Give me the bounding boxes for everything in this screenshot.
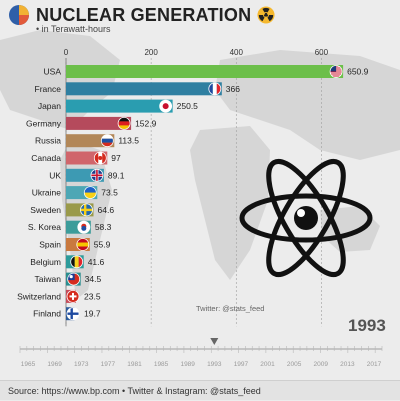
timeline-year-label: 1981: [127, 361, 142, 368]
timeline-year-label: 1977: [101, 361, 116, 368]
flag-sweden-icon: [80, 203, 93, 217]
flag-canada-icon: [93, 151, 107, 165]
year-timeline[interactable]: 1965 1969 1973 1977 1981 1985 1989 1993 1997 2001…: [0, 336, 400, 376]
twitter-watermark: Twitter: @stats_feed: [196, 304, 265, 313]
chart-title: NUCLEAR GENERATION: [36, 5, 252, 25]
value-label: 250.5: [177, 101, 199, 111]
x-tick-label: 200: [144, 48, 158, 57]
timeline-handle[interactable]: [210, 338, 219, 345]
atom-icon: [239, 158, 373, 278]
pie-chart-logo-icon: [9, 5, 29, 25]
category-label: S. Korea: [28, 222, 61, 232]
flag-france-icon: [208, 82, 222, 96]
category-label: Japan: [38, 101, 61, 111]
timeline-year-label: 1965: [21, 361, 36, 368]
flag-russia-icon: [100, 134, 114, 148]
flag-usa-icon: [329, 65, 343, 78]
value-label: 58.3: [95, 222, 112, 232]
category-label: Ukraine: [32, 188, 62, 198]
timeline-year-label: 1973: [74, 361, 89, 368]
flag-switzerland-icon: [66, 289, 80, 303]
category-label: Russia: [35, 136, 61, 146]
value-label: 97: [111, 153, 121, 163]
value-label: 113.5: [118, 136, 139, 146]
bar-japan: [66, 99, 173, 113]
value-label: 64.6: [98, 205, 115, 215]
bar-france: [66, 82, 222, 96]
value-label: 19.7: [84, 309, 101, 319]
value-label: 89.1: [108, 170, 125, 180]
value-label: 55.9: [94, 240, 111, 250]
bar-germany: [66, 116, 132, 130]
timeline-year-label: 1997: [234, 361, 249, 368]
x-tick-label: 600: [315, 48, 329, 57]
radiation-icon: [257, 6, 275, 24]
category-label: Switzerland: [17, 291, 61, 301]
timeline-year-label: 1993: [207, 361, 222, 368]
category-label: Belgium: [30, 257, 61, 267]
flag-s-korea-icon: [77, 220, 91, 234]
flag-spain-icon: [76, 238, 90, 251]
category-label: Sweden: [30, 205, 61, 215]
category-label: Taiwan: [35, 274, 62, 284]
timeline-year-label: 2005: [287, 361, 302, 368]
bar-usa: [66, 65, 344, 78]
category-label: Canada: [31, 153, 61, 163]
flag-belgium-icon: [70, 255, 84, 269]
timeline-year-label: 2013: [340, 361, 355, 368]
category-label: Germany: [26, 118, 62, 128]
value-label: 366: [226, 84, 240, 94]
timeline-year-label: 2001: [260, 361, 275, 368]
timeline-year-label: 1969: [47, 361, 62, 368]
current-year-label: 1993: [348, 316, 386, 335]
category-label: UK: [49, 170, 61, 180]
category-label: Spain: [39, 240, 61, 250]
flag-finland-icon: [66, 307, 80, 321]
category-label: France: [35, 84, 62, 94]
flag-ukraine-icon: [83, 186, 97, 200]
flag-taiwan-icon: [67, 272, 81, 286]
chart-header: NUCLEAR GENERATION: [8, 4, 275, 26]
flag-japan-icon: [159, 99, 173, 113]
value-label: 23.5: [84, 291, 101, 301]
x-tick-label: 400: [230, 48, 244, 57]
timeline-year-label: 2017: [367, 361, 382, 368]
category-label: Finland: [33, 309, 61, 319]
value-label: 41.6: [88, 257, 105, 267]
x-tick-label: 0: [64, 48, 69, 57]
value-label: 152.9: [135, 118, 157, 128]
chart-subtitle: • in Terawatt-hours: [36, 24, 111, 34]
flag-germany-icon: [117, 117, 131, 130]
flag-uk-icon: [90, 168, 104, 182]
category-label: USA: [44, 67, 62, 77]
timeline-year-label: 1989: [180, 361, 195, 368]
value-label: 650.9: [347, 67, 369, 77]
value-label: 34.5: [85, 274, 102, 284]
timeline-year-label: 1985: [154, 361, 169, 368]
timeline-year-label: 2009: [314, 361, 329, 368]
value-label: 73.5: [101, 188, 118, 198]
source-footer: Source: https://www.bp.com • Twitter & I…: [0, 380, 400, 400]
